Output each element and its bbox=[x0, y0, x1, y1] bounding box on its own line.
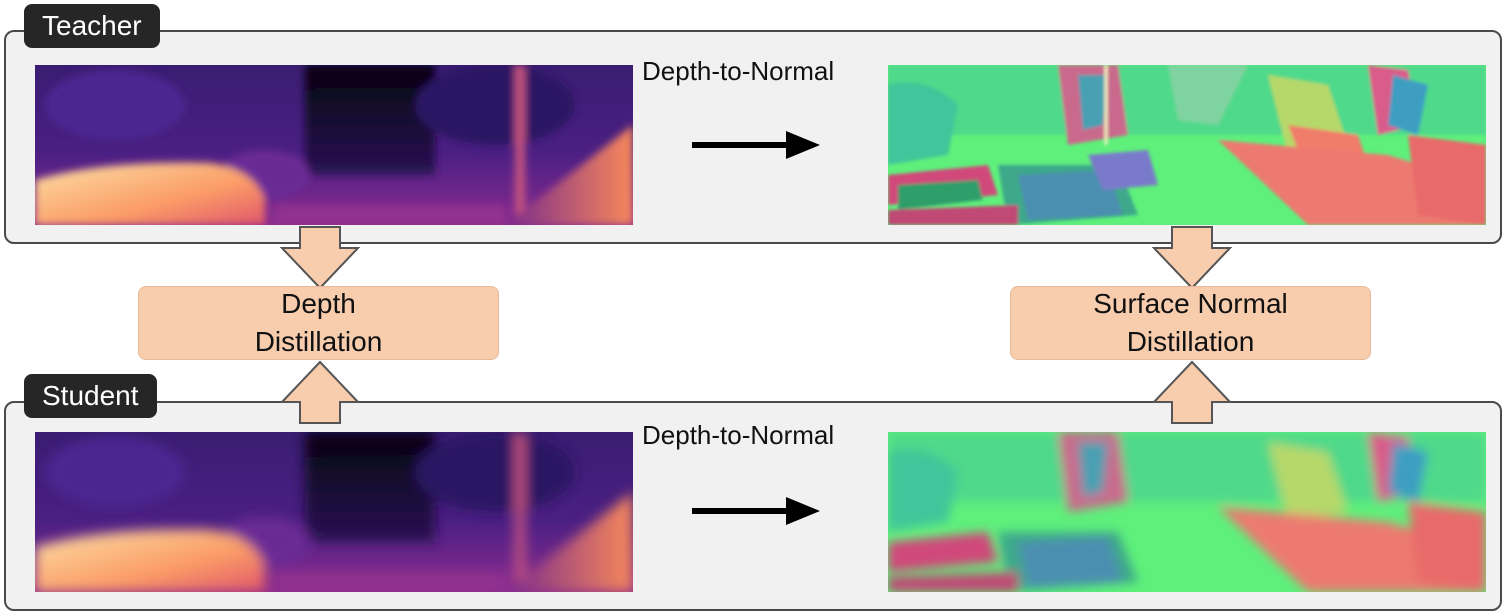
student-normal-up-arrow bbox=[1152, 360, 1232, 424]
normal-distillation-line1: Surface Normal bbox=[1093, 288, 1288, 319]
teacher-conversion-arrow bbox=[692, 131, 820, 159]
student-conversion-arrow bbox=[692, 497, 820, 525]
teacher-normal-down-arrow bbox=[1152, 226, 1232, 290]
teacher-normal-map bbox=[888, 65, 1486, 225]
teacher-depth-map bbox=[35, 65, 633, 225]
teacher-tag: Teacher bbox=[24, 4, 160, 48]
student-normal-map bbox=[888, 432, 1486, 592]
normal-distillation-line2: Distillation bbox=[1126, 326, 1255, 357]
teacher-depth-down-arrow bbox=[280, 226, 360, 290]
student-depth-to-normal-label: Depth-to-Normal bbox=[642, 420, 835, 450]
student-depth-map bbox=[35, 432, 633, 592]
depth-distillation-box: Depth Distillation bbox=[138, 286, 499, 360]
depth-distillation-line2: Distillation bbox=[254, 326, 383, 357]
teacher-depth-to-normal-label: Depth-to-Normal bbox=[642, 56, 835, 86]
normal-distillation-box: Surface Normal Distillation bbox=[1010, 286, 1371, 360]
student-tag: Student bbox=[24, 374, 157, 418]
depth-distillation-line1: Depth bbox=[281, 288, 356, 319]
student-depth-up-arrow bbox=[280, 360, 360, 424]
